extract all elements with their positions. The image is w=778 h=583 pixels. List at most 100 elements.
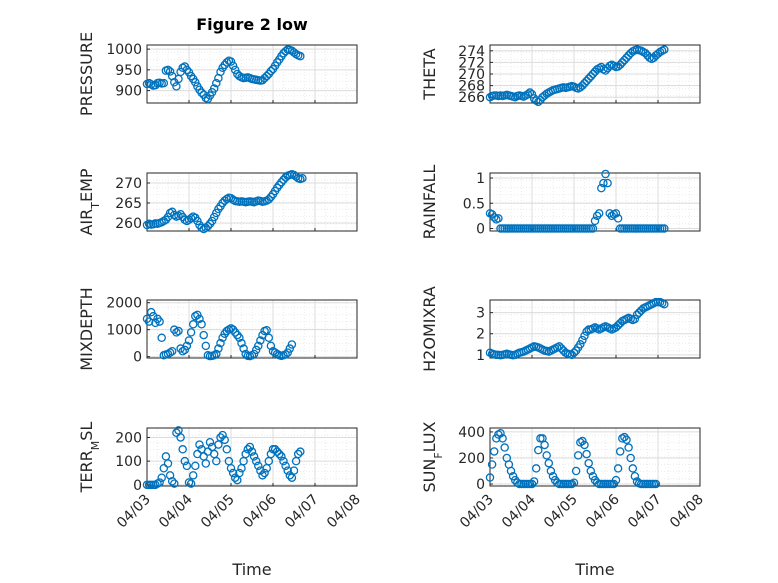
- data-point: [580, 331, 589, 341]
- data-point: [262, 325, 271, 335]
- subplot-6: 3 2 1 H2OMIXRA: [420, 286, 701, 372]
- data-point: [289, 48, 299, 57]
- data-point: [172, 428, 181, 437]
- data-point: [182, 341, 192, 351]
- axes-box: [146, 299, 358, 359]
- axes-box: [146, 427, 358, 487]
- data-point: [615, 447, 625, 456]
- y-tick-label: 0: [476, 221, 485, 237]
- series-markers: [485, 45, 669, 107]
- y-axis-label: SUNFLUX: [420, 421, 445, 492]
- figure-title: Figure 2 low: [196, 15, 308, 34]
- data-point: [163, 459, 173, 468]
- data-point: [199, 452, 208, 461]
- data-point: [576, 438, 585, 447]
- data-point: [285, 344, 295, 353]
- data-point: [630, 314, 640, 324]
- data-point: [603, 178, 612, 188]
- data-point: [285, 471, 295, 480]
- data-point: [613, 214, 623, 223]
- data-point: [660, 45, 669, 54]
- x-tick-label: 04/05: [198, 492, 238, 532]
- data-point: [201, 341, 211, 351]
- data-point: [485, 473, 495, 482]
- data-point: [542, 451, 551, 460]
- data-point: [582, 449, 591, 459]
- data-point: [571, 466, 581, 476]
- data-point: [628, 464, 638, 473]
- data-point: [144, 317, 154, 326]
- y-axis-label: AIRTEMP: [77, 168, 102, 235]
- x-tick-label: 04/06: [240, 491, 280, 531]
- data-point: [262, 71, 271, 81]
- y-tick-label: 268: [458, 79, 485, 95]
- x-tick-label: 04/06: [583, 491, 623, 531]
- data-point: [578, 81, 587, 90]
- data-point: [622, 53, 631, 63]
- data-point: [165, 67, 175, 76]
- data-point: [182, 65, 192, 75]
- data-point: [613, 464, 623, 473]
- data-point: [245, 442, 255, 452]
- data-point: [296, 447, 305, 456]
- data-point: [573, 451, 583, 460]
- data-point: [544, 458, 554, 468]
- y-tick-label: 260: [115, 216, 142, 232]
- data-point: [214, 344, 223, 353]
- data-point: [552, 478, 562, 487]
- data-point: [195, 440, 204, 449]
- data-point: [500, 443, 509, 452]
- data-point: [151, 318, 160, 328]
- data-point: [296, 51, 305, 61]
- x-tick-label: 04/07: [282, 492, 322, 532]
- data-point: [660, 224, 669, 233]
- data-point: [489, 213, 499, 222]
- data-point: [540, 440, 549, 450]
- data-point: [266, 66, 276, 76]
- data-point: [214, 440, 223, 449]
- data-point: [195, 314, 204, 324]
- data-point: [170, 210, 179, 220]
- data-point: [611, 475, 621, 485]
- data-point: [256, 336, 265, 345]
- data-point: [209, 351, 219, 360]
- subplot-1: 1000 950 900 PRESSURE: [77, 32, 358, 116]
- data-point: [191, 78, 200, 87]
- data-point: [293, 449, 303, 459]
- data-point: [620, 432, 629, 442]
- data-point: [279, 456, 288, 466]
- data-point: [176, 433, 185, 442]
- y-tick-label: 0.5: [463, 196, 485, 212]
- data-point: [191, 461, 200, 471]
- data-point: [174, 326, 183, 336]
- axes-box: [146, 44, 358, 104]
- data-point: [590, 216, 600, 226]
- data-point: [487, 460, 497, 469]
- y-tick-label: 1: [476, 171, 485, 187]
- data-point: [534, 97, 543, 107]
- y-tick-label: 270: [458, 67, 485, 83]
- data-point: [264, 195, 274, 204]
- data-point: [209, 212, 219, 222]
- data-point: [157, 333, 166, 343]
- y-tick-label: 265: [115, 196, 142, 212]
- data-point: [527, 90, 537, 99]
- data-point: [247, 351, 257, 360]
- data-point: [230, 473, 240, 482]
- data-point: [586, 466, 596, 476]
- data-point: [207, 216, 217, 226]
- data-point: [601, 66, 610, 75]
- data-point: [588, 69, 598, 79]
- data-point: [626, 453, 635, 463]
- data-point: [226, 463, 236, 473]
- data-point: [283, 466, 292, 475]
- data-point: [264, 333, 274, 343]
- data-point: [237, 338, 246, 348]
- series-markers: [142, 426, 305, 490]
- y-tick-label: 3: [476, 306, 485, 322]
- data-point: [624, 443, 633, 452]
- data-point: [212, 78, 221, 88]
- data-point: [243, 445, 253, 454]
- data-point: [582, 76, 591, 86]
